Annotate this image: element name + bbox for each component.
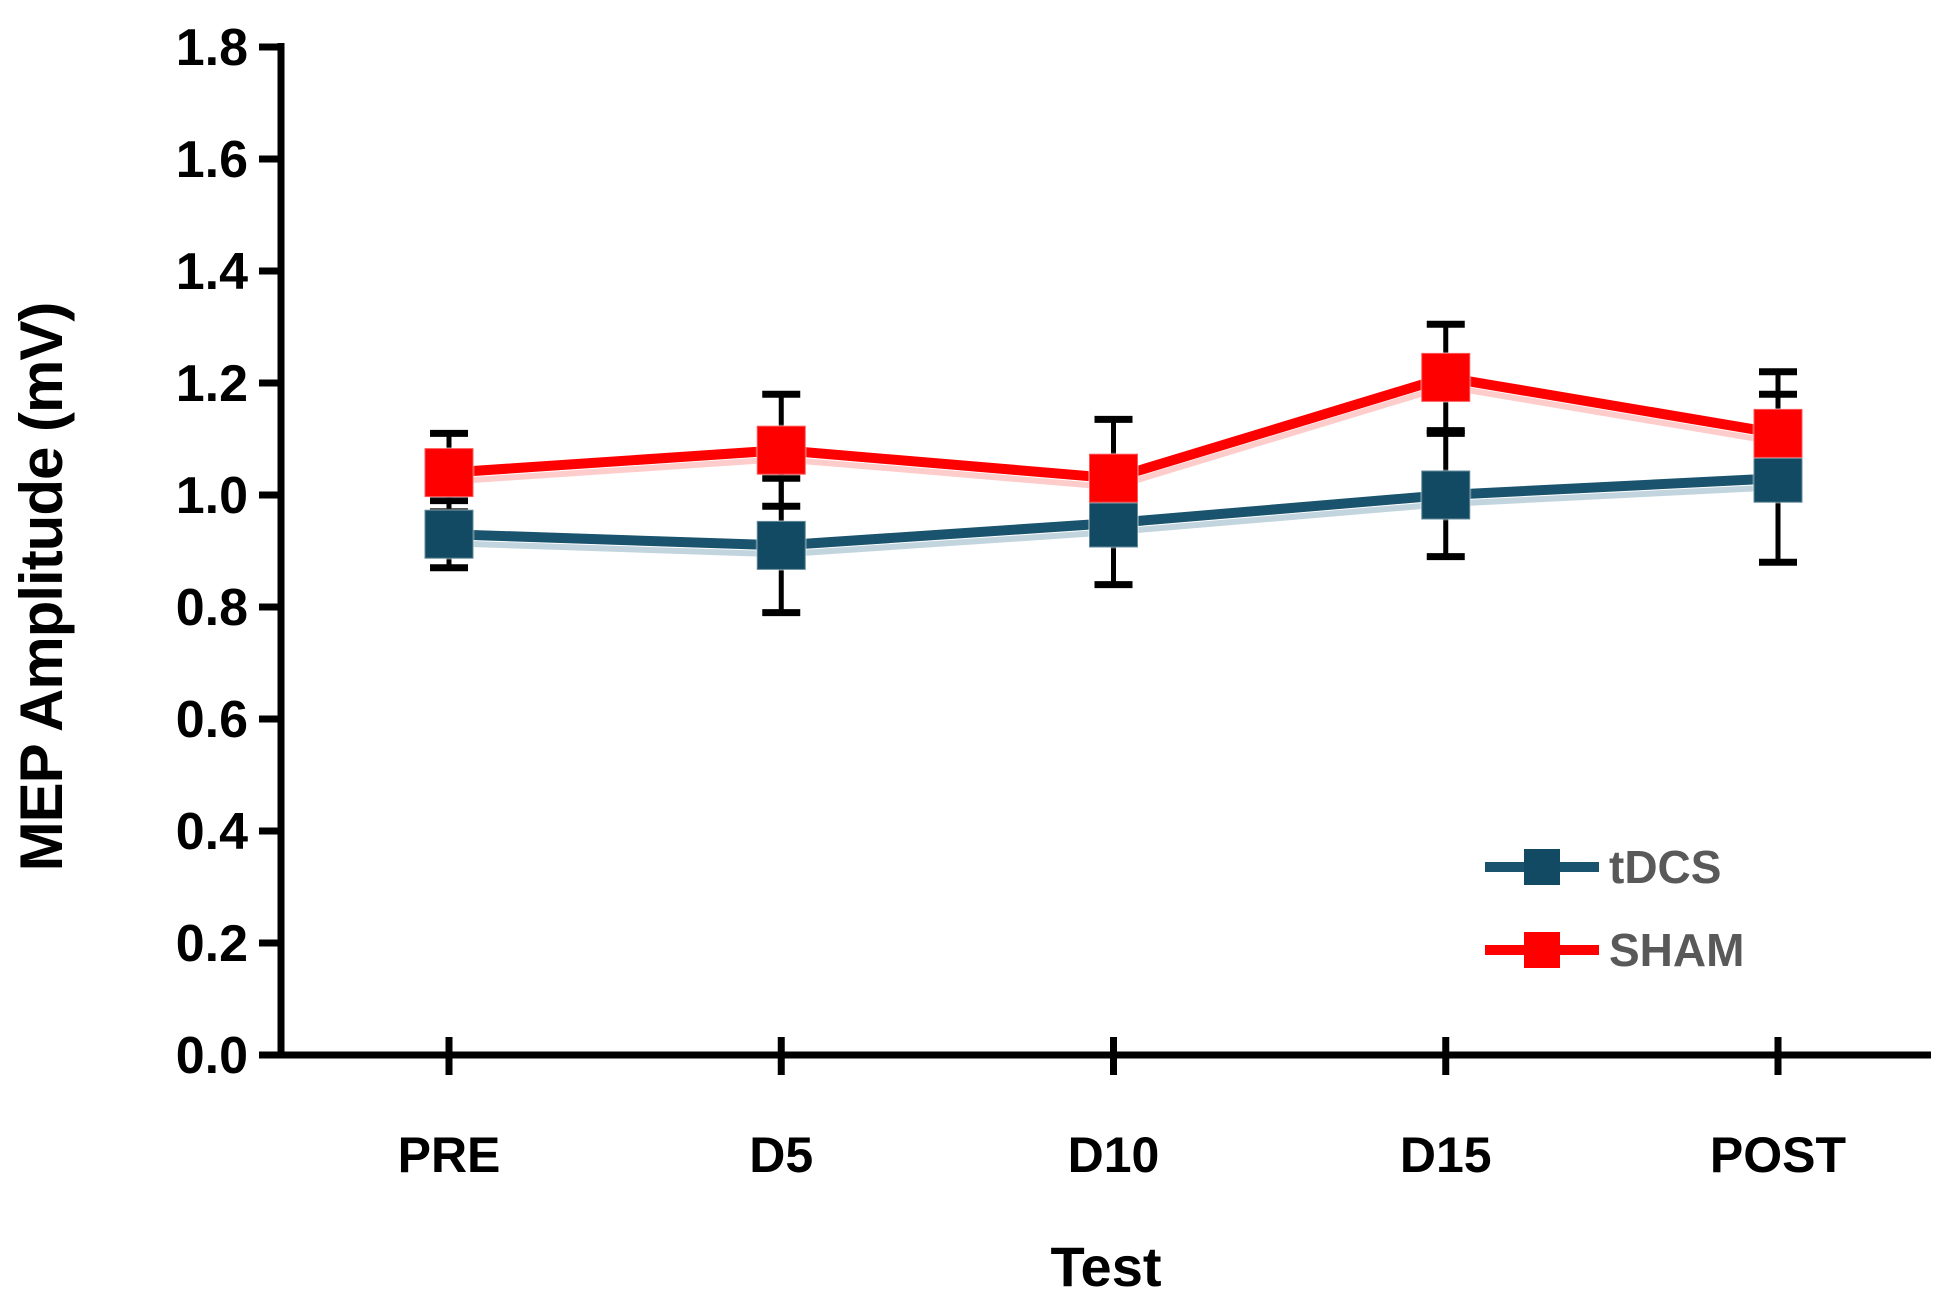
y-tick-label: 1.6 [176,131,248,189]
marker-tdcs-post [1752,452,1804,504]
y-tick-label: 0.4 [176,803,248,861]
y-tick-label: 1.2 [176,355,248,413]
y-tick-label: 0.8 [176,579,248,637]
legend-label-tdcs: tDCS [1609,841,1721,893]
marker-tdcs-d15 [1420,469,1472,521]
y-axis-title: MEP Amplitude (mV) [8,303,75,872]
marker-sham-pre [423,447,475,499]
marker-sham-d15 [1420,351,1472,403]
marker-tdcs-d5 [755,519,807,571]
y-tick-label: 0.0 [176,1027,248,1085]
marker-sham-d5 [755,424,807,476]
x-tick-label: POST [1710,1127,1846,1183]
legend-marker-sham [1524,932,1560,968]
x-tick-label: D10 [1068,1127,1160,1183]
x-tick-label: D5 [749,1127,813,1183]
marker-tdcs-d10 [1088,497,1139,549]
marker-sham-post [1752,407,1804,459]
y-tick-label: 1.0 [176,467,248,525]
y-tick-label: 0.6 [176,691,248,749]
legend-marker-tdcs [1524,849,1560,885]
x-tick-label: D15 [1400,1127,1492,1183]
legend-label-sham: SHAM [1609,924,1744,976]
x-tick-label: PRE [398,1127,501,1183]
y-tick-label: 0.2 [176,915,248,973]
x-axis-title: Test [1051,1235,1162,1298]
y-tick-label: 1.8 [176,19,248,77]
marker-sham-d10 [1088,452,1139,504]
y-tick-label: 1.4 [176,243,248,301]
marker-tdcs-pre [423,508,475,560]
chart-generated-content: 0.0 0.2 0.4 0.6 0.8 1.0 1.2 1.4 1.6 1.8 PRE D5 D10 D1… [176,19,1931,1183]
